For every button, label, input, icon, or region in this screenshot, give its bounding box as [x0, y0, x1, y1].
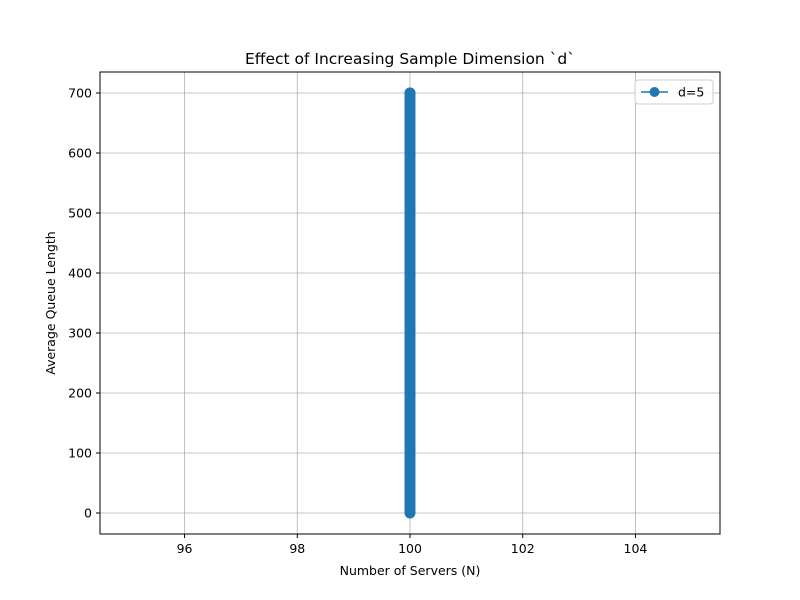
y-axis-label: Average Queue Length: [43, 231, 58, 374]
y-tick-label: 0: [84, 506, 92, 521]
legend-box: [634, 79, 714, 105]
series-layer: [404, 87, 416, 519]
y-tick-label: 100: [68, 446, 92, 461]
x-tick-label: 102: [511, 541, 535, 556]
x-tick-label: 96: [177, 541, 193, 556]
legend-label: d=5: [678, 85, 704, 100]
chart-title: Effect of Increasing Sample Dimension `d…: [245, 50, 575, 68]
y-tick-label: 600: [68, 146, 92, 161]
y-tick-label: 700: [68, 86, 92, 101]
x-tick-label: 98: [289, 541, 305, 556]
legend: d=5: [634, 79, 714, 105]
x-tick-label: 104: [624, 541, 648, 556]
data-point: [404, 87, 416, 99]
y-tick-label: 200: [68, 386, 92, 401]
x-axis-label: Number of Servers (N): [340, 563, 481, 578]
y-tick-label: 500: [68, 206, 92, 221]
ticks: 96 98 100 102 104 0 100 200 300 400 500 600 700: [68, 86, 647, 557]
x-tick-label: 100: [398, 541, 422, 556]
y-tick-label: 300: [68, 326, 92, 341]
legend-marker: [649, 87, 660, 97]
y-tick-label: 400: [68, 266, 92, 281]
